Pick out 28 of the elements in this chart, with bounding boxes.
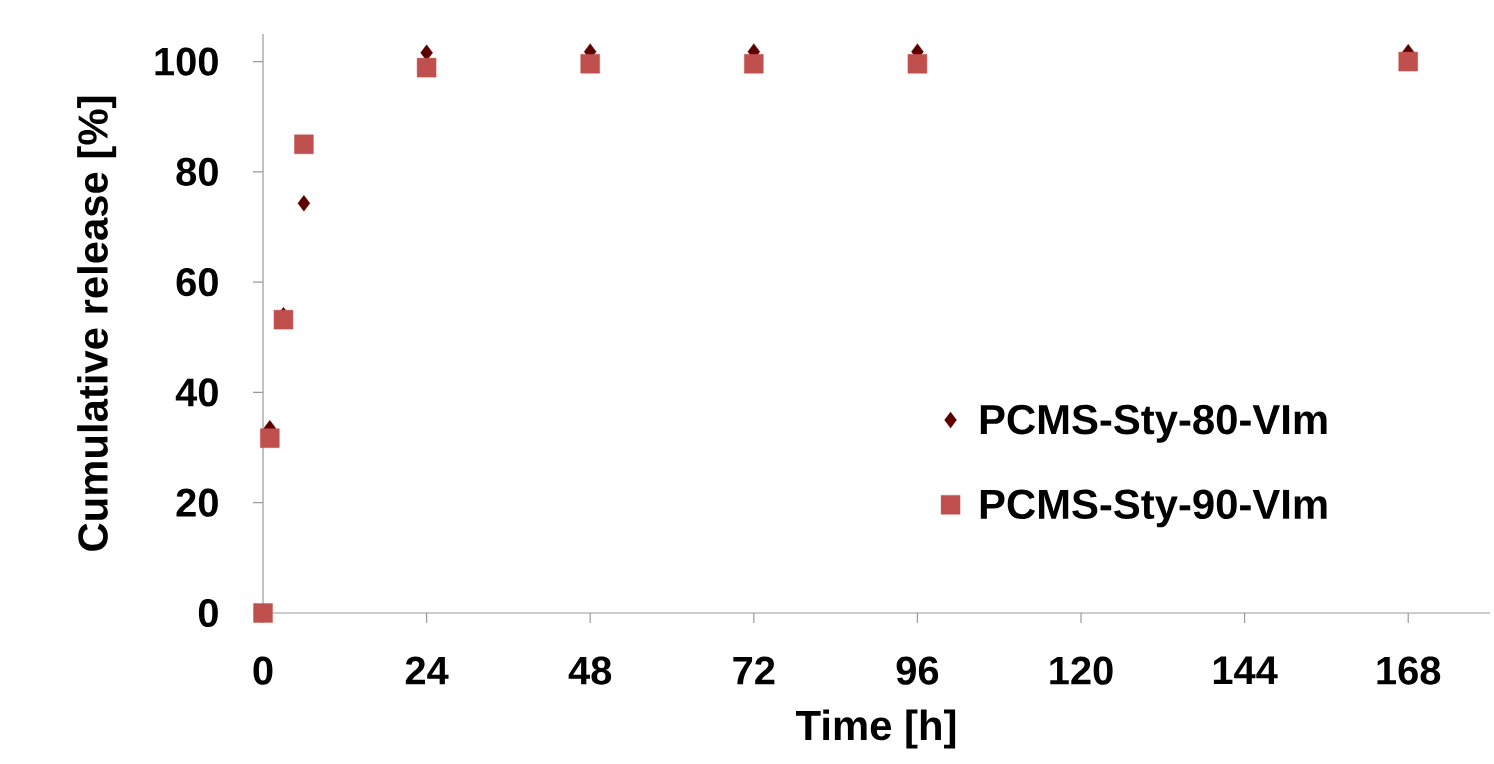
x-tick-label: 0 [253, 656, 273, 685]
y-tick-label: 0 [198, 598, 218, 628]
y-tick-label: 20 [176, 488, 218, 517]
point [1398, 51, 1418, 72]
x-tick-label: 72 [733, 656, 775, 685]
x-tick-label: 24 [405, 656, 449, 685]
x-tick-label: 120 [1050, 656, 1113, 685]
x-tick-label: 168 [1377, 656, 1441, 685]
legend-label: PCMS-Sty-90-VIm [980, 489, 1327, 528]
legend-label: PCMS-Sty-80-VIm [980, 404, 1327, 443]
point [744, 54, 764, 74]
point [580, 54, 600, 74]
x-axis-title: Time [h] [795, 709, 956, 749]
point [416, 57, 437, 78]
y-tick-label: 60 [176, 268, 218, 297]
y-axis-title: Cumulative release [%] [77, 96, 117, 551]
point [253, 603, 273, 623]
point [297, 195, 311, 212]
point [260, 428, 280, 448]
x-tick-label: 96 [896, 656, 939, 685]
point [273, 309, 294, 330]
x-tick-label: 144 [1213, 656, 1278, 684]
y-tick-label: 80 [176, 157, 218, 186]
point [907, 54, 928, 74]
y-tick-label: 100 [155, 47, 218, 76]
y-tick-label: 40 [175, 378, 218, 407]
point [294, 134, 314, 154]
x-tick-label: 48 [568, 656, 612, 685]
